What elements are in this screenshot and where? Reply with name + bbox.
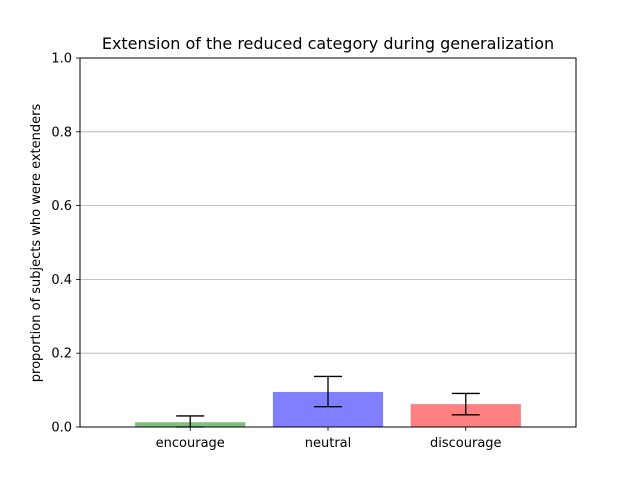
y-tick-label: 0.2	[51, 347, 72, 362]
y-tick-label: 0.4	[51, 273, 72, 288]
y-tick-label: 0.0	[51, 421, 72, 436]
y-tick-label: 0.6	[51, 199, 72, 214]
chart-title: Extension of the reduced category during…	[102, 34, 554, 53]
x-tick-label: encourage	[156, 436, 225, 451]
y-tick-label: 1.0	[51, 52, 72, 67]
y-axis-label: proportion of subjects who were extender…	[29, 104, 44, 383]
bars	[135, 391, 521, 427]
x-tick-label: neutral	[305, 436, 352, 451]
x-tick-label: discourage	[430, 436, 502, 451]
x-axis-ticks: encourage neutral discourage	[156, 427, 502, 451]
error-bar-discourage	[451, 392, 480, 416]
bar-discourage	[410, 404, 521, 427]
y-tick-label: 0.8	[51, 125, 72, 140]
error-bar-neutral	[314, 375, 342, 408]
y-axis-ticks: 0.0 0.2 0.4 0.6 0.8 1.0	[51, 52, 80, 436]
